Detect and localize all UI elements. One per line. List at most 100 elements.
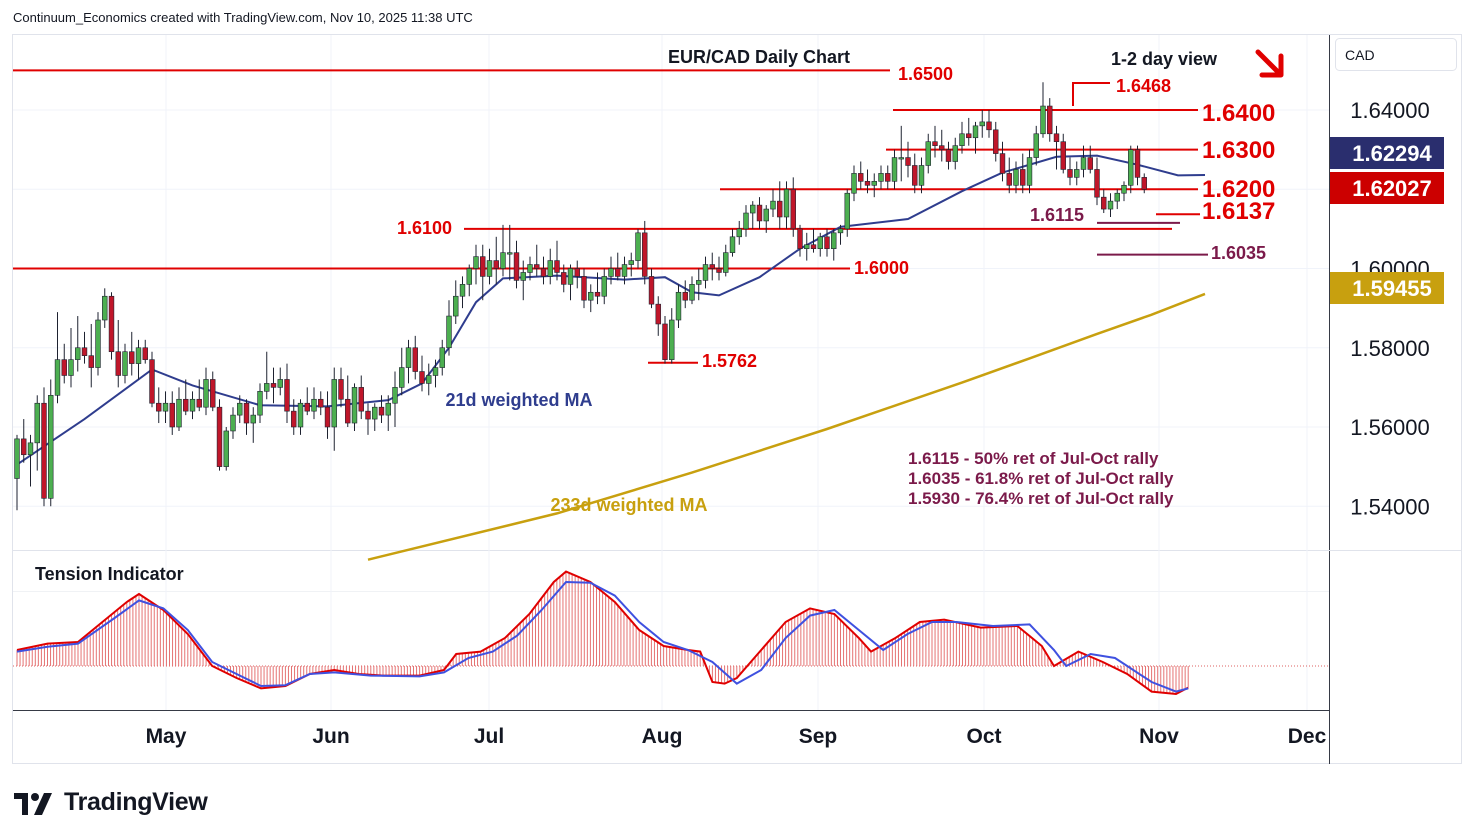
candle (162, 391, 169, 424)
candle (932, 125, 938, 158)
candle (203, 367, 209, 416)
ma233-label: 233d weighted MA (550, 495, 707, 515)
time-tick-label: Sep (799, 725, 838, 748)
candle (264, 351, 270, 400)
candle (1080, 145, 1087, 178)
candle (297, 399, 304, 435)
tension-indicator-title: Tension Indicator (35, 564, 184, 584)
candle (459, 276, 466, 309)
candle (95, 312, 101, 376)
candle (210, 371, 216, 412)
candle (135, 339, 142, 380)
candle (736, 220, 742, 245)
candle (905, 141, 911, 178)
candle (324, 391, 331, 439)
time-axis-labels: May Jun Jul Aug Sep Oct Nov Dec (146, 725, 1327, 748)
candle (655, 296, 661, 336)
candle (466, 264, 472, 297)
last-price-badge: 1.62027 (1330, 172, 1444, 204)
candle (608, 256, 614, 285)
candle (169, 391, 175, 435)
candle (27, 434, 34, 487)
candle (243, 399, 250, 435)
candle (486, 248, 493, 285)
candle (534, 244, 540, 277)
candle (952, 137, 958, 170)
svg-text:1.62294: 1.62294 (1352, 141, 1432, 166)
candle (925, 133, 931, 174)
candle (858, 161, 864, 190)
time-tick-label: Oct (966, 725, 1001, 748)
candle (493, 236, 499, 285)
candle (979, 110, 985, 138)
candle (547, 248, 553, 285)
support-resistance-levels (13, 69, 1208, 364)
chart-header: Continuum_Economics created with Trading… (13, 10, 473, 25)
candle (601, 268, 607, 305)
time-tick-label: Aug (642, 725, 683, 748)
candle (1134, 145, 1141, 186)
candle (891, 149, 898, 190)
candle (372, 403, 378, 431)
candle (21, 419, 27, 463)
currency-box[interactable] (1335, 38, 1457, 71)
candle (912, 153, 918, 194)
candle (365, 403, 371, 435)
candle (797, 224, 803, 257)
candle (648, 268, 655, 309)
candle (770, 189, 776, 217)
candle (1074, 161, 1080, 186)
svg-text:1.59455: 1.59455 (1352, 276, 1432, 301)
candle (1128, 145, 1134, 194)
candle (412, 335, 418, 380)
level-label-1-6035: 1.6035 (1211, 243, 1266, 263)
candle (594, 272, 601, 305)
candle (34, 395, 40, 471)
level-label-1-6137: 1.6137 (1202, 198, 1275, 225)
candle (1101, 189, 1107, 214)
candle (189, 391, 196, 420)
candle (399, 347, 405, 396)
candle (1020, 153, 1026, 194)
candle (783, 181, 790, 229)
candle (358, 375, 364, 420)
chart-title: EUR/CAD Daily Chart (668, 47, 850, 67)
candle (945, 141, 952, 170)
candle (507, 224, 513, 281)
candle (419, 355, 425, 392)
level-label-1-6115: 1.6115 (1030, 205, 1084, 225)
candle (824, 228, 830, 257)
tension-slow-line (16, 580, 1189, 693)
candle (129, 331, 135, 376)
chart-frame (12, 34, 1462, 764)
level-label-1-6400: 1.6400 (1202, 100, 1275, 127)
svg-text:1.62027: 1.62027 (1352, 176, 1432, 201)
candle (270, 367, 277, 404)
candle (102, 288, 108, 328)
candle (763, 205, 769, 233)
candle (230, 407, 236, 439)
candle (574, 260, 580, 289)
candle (662, 316, 668, 364)
candle (851, 165, 857, 202)
candle (885, 165, 891, 190)
level-label-1-6000: 1.6000 (854, 258, 909, 278)
candle (1026, 149, 1033, 194)
candle (1121, 181, 1127, 202)
level-label-1-6300: 1.6300 (1202, 137, 1275, 164)
price-tick-label: 1.64000 (1350, 98, 1430, 123)
price-tick-label: 1.54000 (1350, 494, 1430, 519)
candle (331, 367, 337, 451)
candle (864, 169, 871, 194)
candle (61, 343, 67, 384)
annotation-50pct: 1.6115 - 50% ret of Jul-Oct rally (908, 449, 1159, 468)
annotation-764pct: 1.5930 - 76.4% ret of Jul-Oct rally (908, 489, 1174, 508)
candle (1067, 157, 1073, 186)
tradingview-logo[interactable]: TradingView (14, 788, 208, 817)
candle (183, 379, 189, 416)
candle (1033, 125, 1039, 166)
ma21-price-badge: 1.62294 (1330, 137, 1444, 169)
annotation-618pct: 1.6035 - 61.8% ret of Jul-Oct rally (908, 469, 1174, 488)
